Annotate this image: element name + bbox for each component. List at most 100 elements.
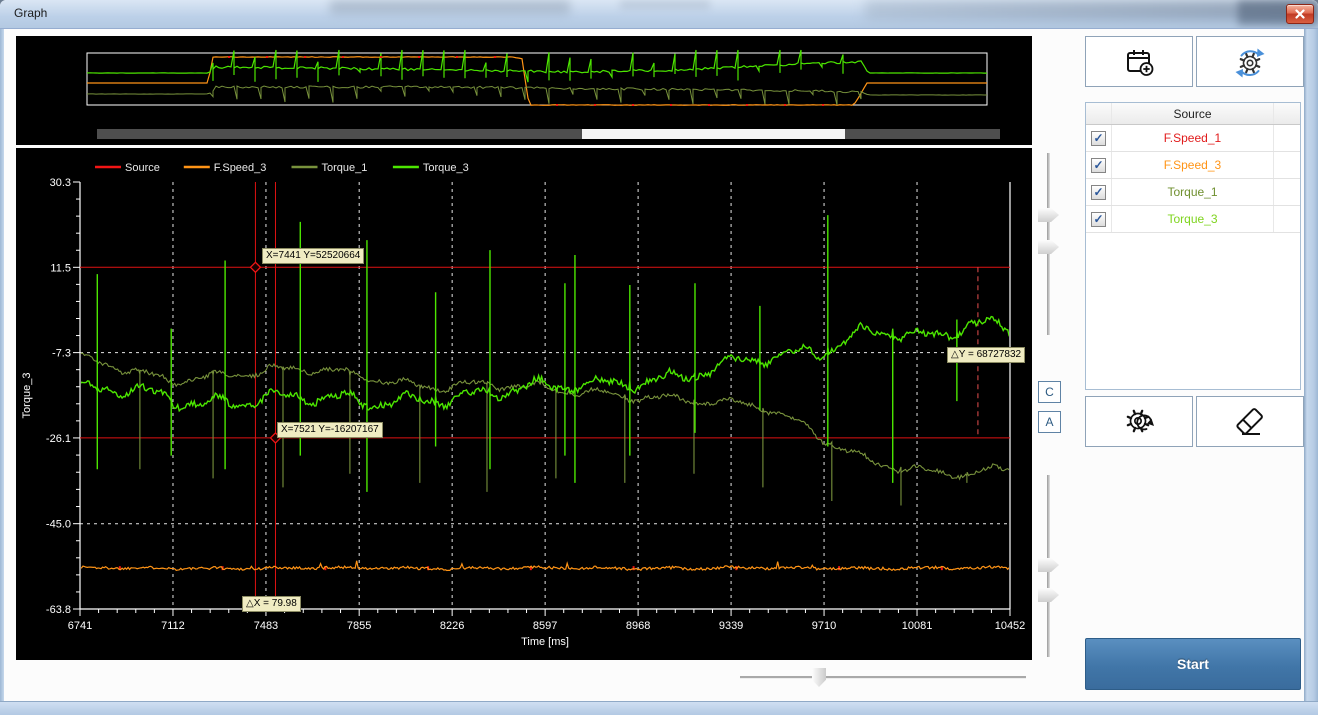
series-F.Speed_3 [80, 561, 1009, 571]
source-checkbox-cell: ✓ [1086, 125, 1112, 151]
x-tick-label: 10452 [995, 620, 1026, 632]
source-table-row[interactable]: ✓Torque_3 [1086, 206, 1300, 233]
cursor-diamond-marker[interactable] [250, 262, 260, 272]
legend-label: Torque_3 [423, 162, 469, 174]
series-Torque_1 [80, 353, 1009, 505]
y-pan-slider-thumb-1[interactable] [1038, 558, 1059, 572]
source-name-label: F.Speed_3 [1112, 152, 1274, 178]
source-checkbox[interactable]: ✓ [1091, 212, 1106, 227]
source-checkbox-cell: ✓ [1086, 179, 1112, 205]
cursor2-value-annotation: X=7521 Y=-16207167 [277, 422, 383, 438]
source-row-end-cell [1274, 179, 1300, 205]
y-tick-label: -45.0 [46, 519, 71, 531]
x-tick-label: 9339 [719, 620, 743, 632]
overview-series-Torque_1 [87, 86, 987, 105]
source-checkbox[interactable]: ✓ [1091, 185, 1106, 200]
overview-series-Source [380, 56, 382, 58]
source-table-header: Source [1086, 103, 1300, 125]
overview-series-Source [708, 104, 710, 106]
overview-series-Source [594, 104, 596, 106]
overview-scrollbar-thumb[interactable] [582, 129, 845, 139]
source-name-label: Torque_1 [1112, 179, 1274, 205]
main-chart-canvas[interactable]: 6741711274837855822685978968933997101008… [16, 148, 1032, 660]
y-zoom-slider-thumb-2[interactable] [1038, 240, 1059, 254]
gear-sync-icon [1232, 44, 1268, 80]
sync-settings-button[interactable] [1196, 36, 1304, 87]
series-Source [633, 566, 635, 570]
legend-label: Source [125, 162, 160, 174]
y-tick-label: 30.3 [50, 177, 71, 189]
source-row-end-cell [1274, 206, 1300, 232]
a-button[interactable]: A [1038, 411, 1061, 433]
titlebar-reflection [330, 0, 570, 14]
overview-scrollbar[interactable] [97, 129, 1000, 139]
source-table: Source ✓ F.Speed_1 ✓ F.Speed_3 ✓ Torque_1✓Tor… [1085, 102, 1301, 390]
delta-x-annotation: △X = 79.98 [242, 596, 301, 612]
y-tick-label: 11.5 [50, 262, 71, 274]
x-position-slider-track[interactable] [740, 676, 1026, 678]
overview-series-Source [342, 56, 344, 58]
start-button[interactable]: Start [1085, 638, 1301, 690]
y-pan-slider-thumb-2[interactable] [1038, 588, 1059, 602]
source-checkbox[interactable]: ✓ [1091, 158, 1106, 173]
window-title: Graph [14, 6, 47, 20]
source-row-end-cell [1274, 152, 1300, 178]
source-checkbox[interactable]: ✓ [1091, 131, 1106, 146]
overview-series-Source [632, 104, 634, 106]
overview-series-F.Speed_3 [87, 57, 987, 106]
titlebar-reflection [620, 0, 710, 9]
source-table-header-label: Source [1112, 103, 1274, 124]
x-tick-label: 7112 [161, 620, 185, 632]
source-table-row[interactable]: ✓ F.Speed_3 [1086, 152, 1300, 179]
calendar-plus-icon [1122, 46, 1156, 78]
source-table-header-end-col [1274, 103, 1300, 124]
titlebar-reflection [865, 0, 1318, 20]
x-tick-label: 7855 [347, 620, 371, 632]
overview-frame [87, 53, 987, 105]
chart-legend: SourceF.Speed_3Torque_1Torque_3 [95, 162, 469, 174]
y-tick-label: -7.3 [52, 348, 71, 360]
app-window: Graph 6741 7112 7483 7855 8226 8597 8968 9339 97… [0, 0, 1318, 715]
overview-series-Source [556, 104, 558, 106]
x-tick-label: 8968 [626, 620, 650, 632]
main-chart-panel: 6741711274837855822685978968933997101008… [16, 148, 1032, 660]
x-position-slider-thumb[interactable] [812, 668, 826, 687]
overview-series-Source [670, 104, 672, 106]
source-table-header-checkbox-col [1086, 103, 1112, 124]
y-zoom-slider-thumb-1[interactable] [1038, 208, 1059, 222]
close-icon [1295, 9, 1305, 19]
close-button[interactable] [1286, 4, 1314, 24]
window-titlebar[interactable]: Graph [0, 0, 1318, 29]
overview-series-Source [784, 104, 786, 106]
x-tick-label: 7483 [254, 620, 278, 632]
overview-chart-panel [16, 36, 1032, 145]
window-border-left [0, 28, 4, 701]
x-tick-label: 6741 [68, 620, 92, 632]
y-axis-title: Torque_3 [21, 373, 33, 419]
source-checkbox-cell: ✓ [1086, 152, 1112, 178]
y-tick-label: -26.1 [46, 433, 71, 445]
process-settings-button[interactable] [1085, 396, 1193, 447]
c-button[interactable]: C [1038, 381, 1061, 403]
overview-series-Source [746, 104, 748, 106]
overview-chart-canvas[interactable] [16, 36, 1032, 128]
source-name-label: F.Speed_1 [1112, 125, 1274, 151]
source-table-row[interactable]: ✓ F.Speed_1 [1086, 125, 1300, 152]
source-table-row[interactable]: ✓ Torque_1 [1086, 179, 1300, 206]
source-row-end-cell [1274, 125, 1300, 151]
add-schedule-button[interactable] [1085, 36, 1193, 87]
x-tick-label: 8597 [533, 620, 557, 632]
gear-run-icon [1122, 406, 1156, 438]
overview-series-Source [822, 104, 824, 106]
overview-series-Source [266, 56, 268, 58]
overview-series-Torque_3 [87, 50, 987, 82]
overview-series-Source [494, 56, 496, 58]
overview-series-Source [304, 56, 306, 58]
clear-button[interactable] [1196, 396, 1304, 447]
overview-series-Source [418, 56, 420, 58]
x-tick-label: 8226 [440, 620, 464, 632]
delta-y-annotation: △Y = 68727832 [947, 347, 1025, 363]
y-tick-label: -63.8 [46, 604, 71, 616]
window-border-bottom [0, 701, 1318, 715]
x-tick-label: 9710 [812, 620, 836, 632]
